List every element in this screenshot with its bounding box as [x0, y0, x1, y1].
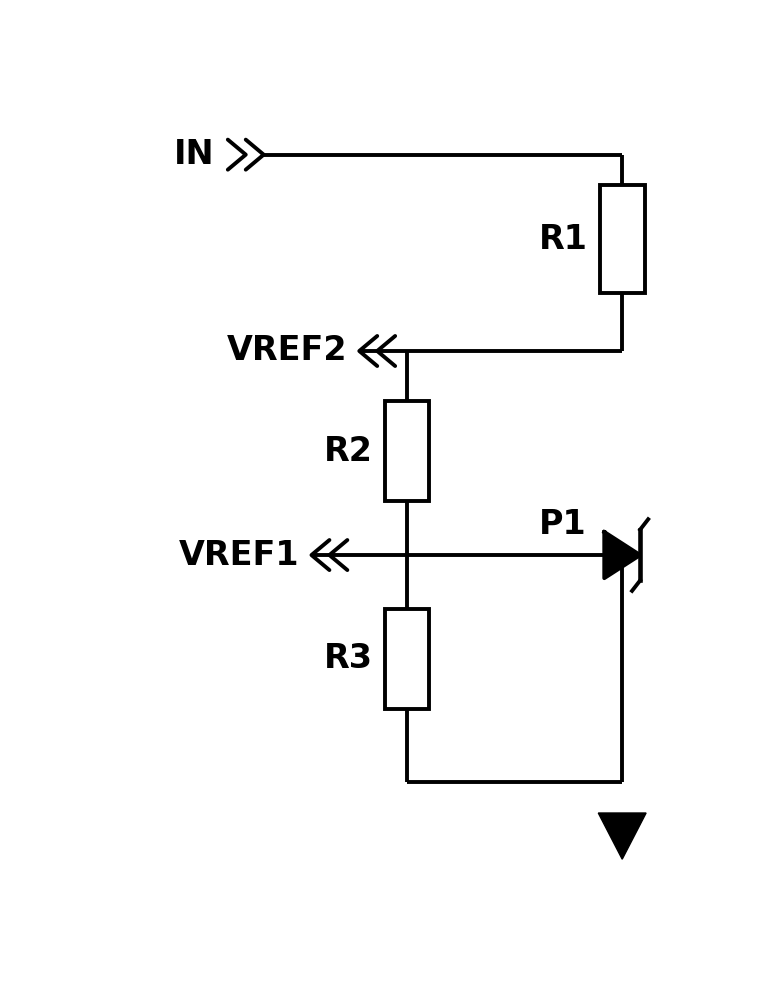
- Text: VREF2: VREF2: [227, 334, 347, 367]
- Text: R3: R3: [324, 643, 372, 676]
- Bar: [600, 185, 645, 293]
- Bar: [385, 401, 429, 501]
- Text: R2: R2: [324, 435, 372, 468]
- Polygon shape: [604, 532, 640, 578]
- Text: IN: IN: [174, 138, 214, 171]
- Text: VREF1: VREF1: [179, 539, 299, 572]
- Text: P1: P1: [539, 508, 586, 541]
- Text: R1: R1: [539, 223, 588, 256]
- Bar: [385, 609, 429, 709]
- Polygon shape: [598, 813, 646, 859]
